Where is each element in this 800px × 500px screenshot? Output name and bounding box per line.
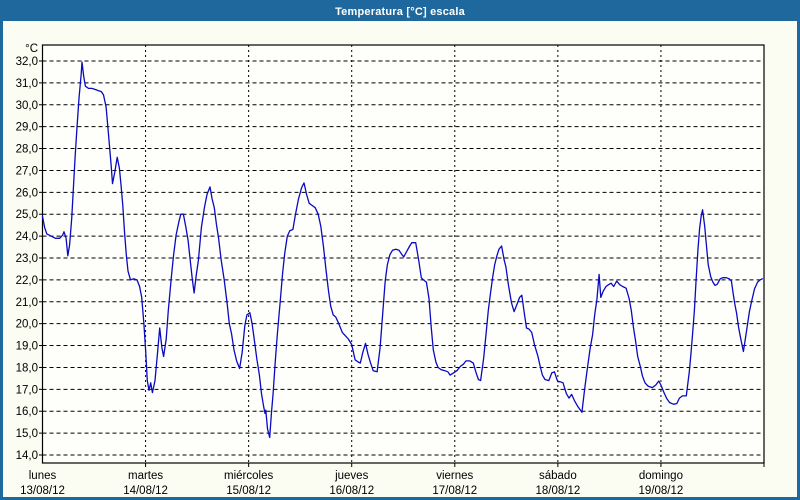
y-tick-label: 29,0 (16, 122, 38, 134)
y-tick-label: 23,0 (16, 253, 38, 265)
window-titlebar: Temperatura [°C] escala (3, 3, 797, 21)
y-tick-label: 25,0 (16, 209, 38, 221)
y-tick-label: 15,0 (16, 428, 38, 440)
x-day-name-label: martes (128, 470, 163, 482)
x-day-date-label: 19/08/12 (639, 485, 684, 497)
y-tick-label: 26,0 (16, 187, 38, 199)
y-axis-unit-label: °C (25, 43, 38, 55)
x-day-name-label: sábado (539, 470, 577, 482)
y-tick-label: 19,0 (16, 341, 38, 353)
y-tick-label: 24,0 (16, 231, 38, 243)
temperature-line-chart: 32,0 31,0 30,0 29,0 28,0 27,0 26,0 25,0 24,0 23,0… (16, 43, 765, 497)
temperature-series-line (41, 61, 763, 439)
y-tick-label: 21,0 (16, 297, 38, 309)
x-day-name-label: lunes (29, 470, 57, 482)
x-day-date-label: 16/08/12 (329, 485, 374, 497)
x-day-date-label: 13/08/12 (20, 485, 65, 497)
x-day-date-label: 14/08/12 (123, 485, 168, 497)
x-day-date-label: 18/08/12 (535, 485, 580, 497)
y-tick-label: 30,0 (16, 100, 38, 112)
y-tick-label: 18,0 (16, 362, 38, 374)
x-day-name-label: miércoles (224, 470, 273, 482)
y-tick-label: 17,0 (16, 384, 38, 396)
window-title: Temperatura [°C] escala (335, 6, 465, 18)
y-tick-label: 22,0 (16, 275, 38, 287)
x-day-name-label: viernes (436, 470, 473, 482)
x-day-name-label: domingo (639, 470, 683, 482)
y-tick-label: 28,0 (16, 144, 38, 156)
x-day-date-label: 15/08/12 (226, 485, 271, 497)
y-tick-label: 31,0 (16, 78, 38, 90)
y-tick-label: 32,0 (16, 56, 38, 68)
chart-area: 32,0 31,0 30,0 29,0 28,0 27,0 26,0 25,0 24,0 23,0… (3, 21, 797, 497)
plot-frame (41, 44, 765, 464)
y-tick-label: 27,0 (16, 165, 38, 177)
plot-background (42, 45, 764, 463)
y-tick-label: 14,0 (16, 450, 38, 462)
y-tick-label: 20,0 (16, 319, 38, 331)
x-day-name-label: jueves (334, 470, 368, 482)
y-tick-label: 16,0 (16, 406, 38, 418)
x-day-date-label: 17/08/12 (432, 485, 477, 497)
